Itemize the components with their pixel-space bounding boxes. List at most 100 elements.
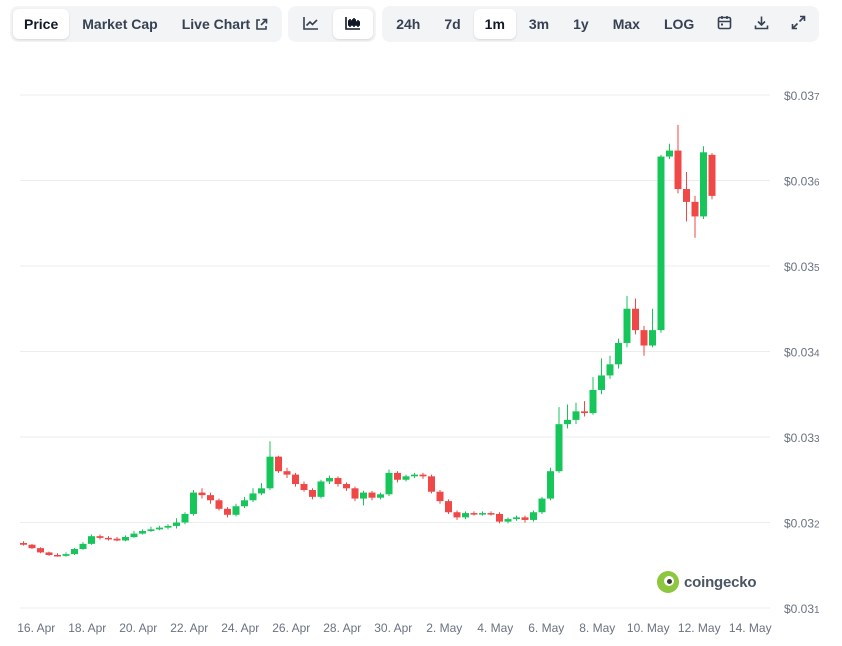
coingecko-logo-icon [657,571,679,593]
y-tick-label: $0.033 [784,431,820,445]
candle-up [411,474,418,477]
x-tick-label: 4. May [477,621,513,635]
candle-down [300,484,308,491]
candle-up [572,411,580,420]
candle-up [385,472,393,495]
line-chart-button[interactable] [291,9,331,39]
candle-down [45,552,53,555]
candle-down [674,150,682,190]
candle-up [589,389,597,414]
candle-up [530,512,537,520]
download-button[interactable] [744,9,779,39]
line-chart-icon [303,16,319,33]
x-tick-label: 2. May [426,621,462,635]
candle-down [309,490,316,497]
range-1y-button[interactable]: 1y [573,16,589,32]
range-1m-button[interactable]: 1m [473,9,516,39]
candle-down [283,471,291,475]
candle-up [377,494,384,498]
candle-up [666,150,673,157]
candle-up [462,513,469,518]
candle-down [632,308,639,331]
y-tick-label: $0.035 [784,260,820,274]
metric-tab-group: Price Market Cap Live Chart [10,6,283,42]
candle-down [419,474,427,477]
tab-live-chart[interactable]: Live Chart [171,9,279,39]
candle-down [292,474,299,485]
candle-up [606,364,614,376]
x-tick-label: 24. Apr [221,621,259,635]
candle-up [79,543,87,550]
candle-up [564,419,571,425]
candle-up [513,517,520,520]
x-tick-label: 8. May [579,621,615,635]
y-tick-label: $0.032 [784,517,820,531]
fullscreen-button[interactable] [781,9,816,39]
candle-up [241,500,248,507]
candle-up [130,533,138,538]
y-tick-label: $0.034 [784,346,820,360]
candle-up [88,536,95,544]
y-tick-label: $0.031 [784,602,820,616]
range-24h-button[interactable]: 24h [396,16,421,32]
candle-down [343,484,350,489]
candle-up [649,330,656,346]
candle-up [547,471,554,499]
tab-live-chart-label: Live Chart [181,16,251,32]
download-icon [754,15,769,33]
tab-price[interactable]: Price [13,9,70,39]
chart-toolbar: Price Market Cap Live Chart [10,6,820,42]
x-tick-label: 26. Apr [272,621,310,635]
candle-down [496,513,503,522]
x-tick-label: 28. Apr [323,621,361,635]
candle-up [232,506,240,515]
candle-down [368,492,376,498]
x-tick-label: 6. May [528,621,564,635]
candle-down [581,411,588,414]
calendar-button[interactable] [707,9,742,39]
candle-up [623,308,631,343]
candle-up [173,522,180,526]
candle-up [360,492,367,499]
range-group: 24h 7d 1m 3m 1y Max LOG [382,6,820,42]
candle-down [521,517,529,520]
candle-up [326,478,333,482]
candle-up [402,476,410,480]
candle-up [258,488,265,494]
candle-down [470,513,478,515]
chart-type-group [288,6,377,42]
candle-up [139,531,146,534]
candle-down [394,472,401,480]
candle-down [96,536,104,538]
x-tick-label: 16. Apr [17,621,55,635]
candle-down [487,513,495,515]
candle-down [54,554,61,557]
candle-up [249,493,257,501]
range-7d-button[interactable]: 7d [444,16,461,32]
candle-up [71,549,78,555]
candle-down [428,476,435,492]
candle-up [190,492,197,514]
candle-up [504,519,512,522]
candlestick-chart-button[interactable] [333,9,374,39]
candle-up [181,513,189,523]
candle-up [62,554,70,556]
external-link-icon [255,18,268,31]
log-scale-button[interactable]: LOG [663,16,695,32]
range-max-button[interactable]: Max [612,16,640,32]
candle-up [164,525,172,528]
y-tick-label: $0.037 [784,89,820,103]
candle-up [266,456,274,489]
candle-down [207,495,214,501]
candle-down [683,189,690,202]
candle-up [122,537,129,541]
candle-down [640,330,648,346]
candle-down [28,544,36,549]
x-tick-label: 10. May [627,621,670,635]
candle-down [453,512,461,518]
price-candlestick-chart[interactable]: $0.031 $0.032 $0.033 $0.034 $0.035 $0.036 $0.0… [0,60,842,646]
tab-market-cap[interactable]: Market Cap [82,16,158,32]
chart-svg: $0.031 $0.032 $0.033 $0.034 $0.035 $0.036 $0.0… [17,89,820,635]
y-tick-label: $0.036 [784,175,820,189]
range-3m-button[interactable]: 3m [528,16,550,32]
